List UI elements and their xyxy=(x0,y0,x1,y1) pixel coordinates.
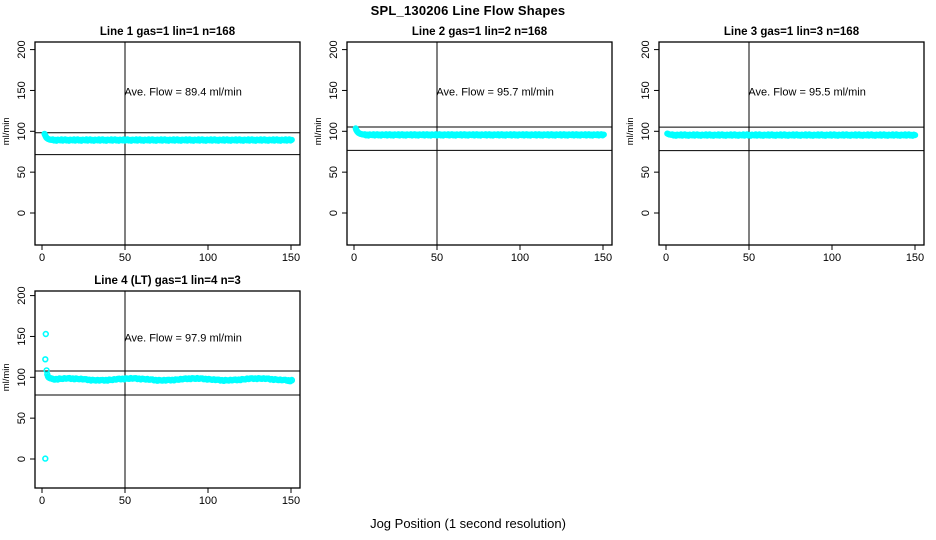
x-tick-label: 100 xyxy=(823,252,841,264)
y-tick-label: 50 xyxy=(16,412,28,424)
y-tick-label: 50 xyxy=(640,166,652,178)
data-point xyxy=(42,330,49,338)
x-tick-label: 50 xyxy=(119,252,131,264)
panel-line4: Line 4 (LT) gas=1 lin=4 n=3 0 50 100 150 0 50 1… xyxy=(1,275,301,507)
y-tick-label: 100 xyxy=(16,122,28,140)
y-tick-label: 200 xyxy=(328,40,340,58)
y-tick-label: 100 xyxy=(328,122,340,140)
data-point xyxy=(912,132,919,139)
y-tick-label: 50 xyxy=(328,166,340,178)
plot-box xyxy=(346,41,613,246)
y-tick-label: 100 xyxy=(16,368,28,386)
ave-flow-annotation: Ave. Flow = 89.4 ml/min xyxy=(124,86,241,98)
panel-title: Line 1 gas=1 lin=1 n=168 xyxy=(100,26,236,38)
y-tick-label: 0 xyxy=(16,210,28,216)
panel-title: Line 2 gas=1 lin=2 n=168 xyxy=(412,26,548,38)
y-tick-label: 200 xyxy=(16,286,28,304)
panel-line2: Line 2 gas=1 lin=2 n=168 0 50 100 150 0 50 100 1… xyxy=(313,26,613,264)
plot-box xyxy=(658,41,925,246)
data-point xyxy=(600,131,607,138)
x-tick-label: 100 xyxy=(199,495,217,507)
y-axis-unit-label: ml/min xyxy=(1,117,12,145)
panel-title: Line 3 gas=1 lin=3 n=168 xyxy=(724,26,860,38)
y-tick-label: 200 xyxy=(16,40,28,58)
data-points xyxy=(664,130,919,139)
ave-flow-annotation: Ave. Flow = 95.7 ml/min xyxy=(436,86,553,98)
plot-box xyxy=(34,41,301,246)
x-tick-label: 150 xyxy=(906,252,924,264)
data-point xyxy=(288,136,295,143)
data-point xyxy=(42,455,49,462)
data-points xyxy=(352,125,607,139)
data-point xyxy=(42,356,49,363)
y-tick-label: 150 xyxy=(16,81,28,99)
x-tick-label: 150 xyxy=(594,252,612,264)
x-tick-label: 150 xyxy=(282,495,300,507)
y-tick-label: 0 xyxy=(16,456,28,462)
chart-main-title: SPL_130206 Line Flow Shapes xyxy=(370,3,566,18)
y-tick-label: 0 xyxy=(640,210,652,216)
y-tick-label: 150 xyxy=(640,81,652,99)
x-tick-label: 100 xyxy=(511,252,529,264)
x-tick-label: 50 xyxy=(743,252,755,264)
x-tick-label: 0 xyxy=(351,252,357,264)
x-axis-label: Jog Position (1 second resolution) xyxy=(370,516,566,531)
y-tick-label: 150 xyxy=(328,81,340,99)
ave-flow-annotation: Ave. Flow = 97.9 ml/min xyxy=(124,332,241,344)
x-tick-label: 50 xyxy=(119,495,131,507)
y-tick-label: 50 xyxy=(16,166,28,178)
x-tick-label: 0 xyxy=(663,252,669,264)
panel-line3: Line 3 gas=1 lin=3 n=168 0 50 100 150 0 50 100 1… xyxy=(625,26,925,264)
x-tick-label: 50 xyxy=(431,252,443,264)
plot-box xyxy=(34,290,301,489)
y-tick-label: 100 xyxy=(640,122,652,140)
x-tick-label: 0 xyxy=(39,252,45,264)
data-points xyxy=(42,330,295,462)
panel-line1: Line 1 gas=1 lin=1 n=168 0 50 100 150 0 50 100 1… xyxy=(1,26,301,264)
y-tick-label: 200 xyxy=(640,40,652,58)
x-tick-label: 100 xyxy=(199,252,217,264)
y-axis-unit-label: ml/min xyxy=(625,117,636,145)
y-tick-label: 150 xyxy=(16,327,28,345)
x-tick-label: 0 xyxy=(39,495,45,507)
data-point xyxy=(288,376,295,384)
y-tick-label: 0 xyxy=(328,210,340,216)
panel-title: Line 4 (LT) gas=1 lin=4 n=3 xyxy=(94,275,240,287)
ave-flow-annotation: Ave. Flow = 95.5 ml/min xyxy=(748,86,865,98)
data-points xyxy=(41,130,295,144)
y-axis-unit-label: ml/min xyxy=(313,117,324,145)
x-tick-label: 150 xyxy=(282,252,300,264)
y-axis-unit-label: ml/min xyxy=(1,363,12,391)
